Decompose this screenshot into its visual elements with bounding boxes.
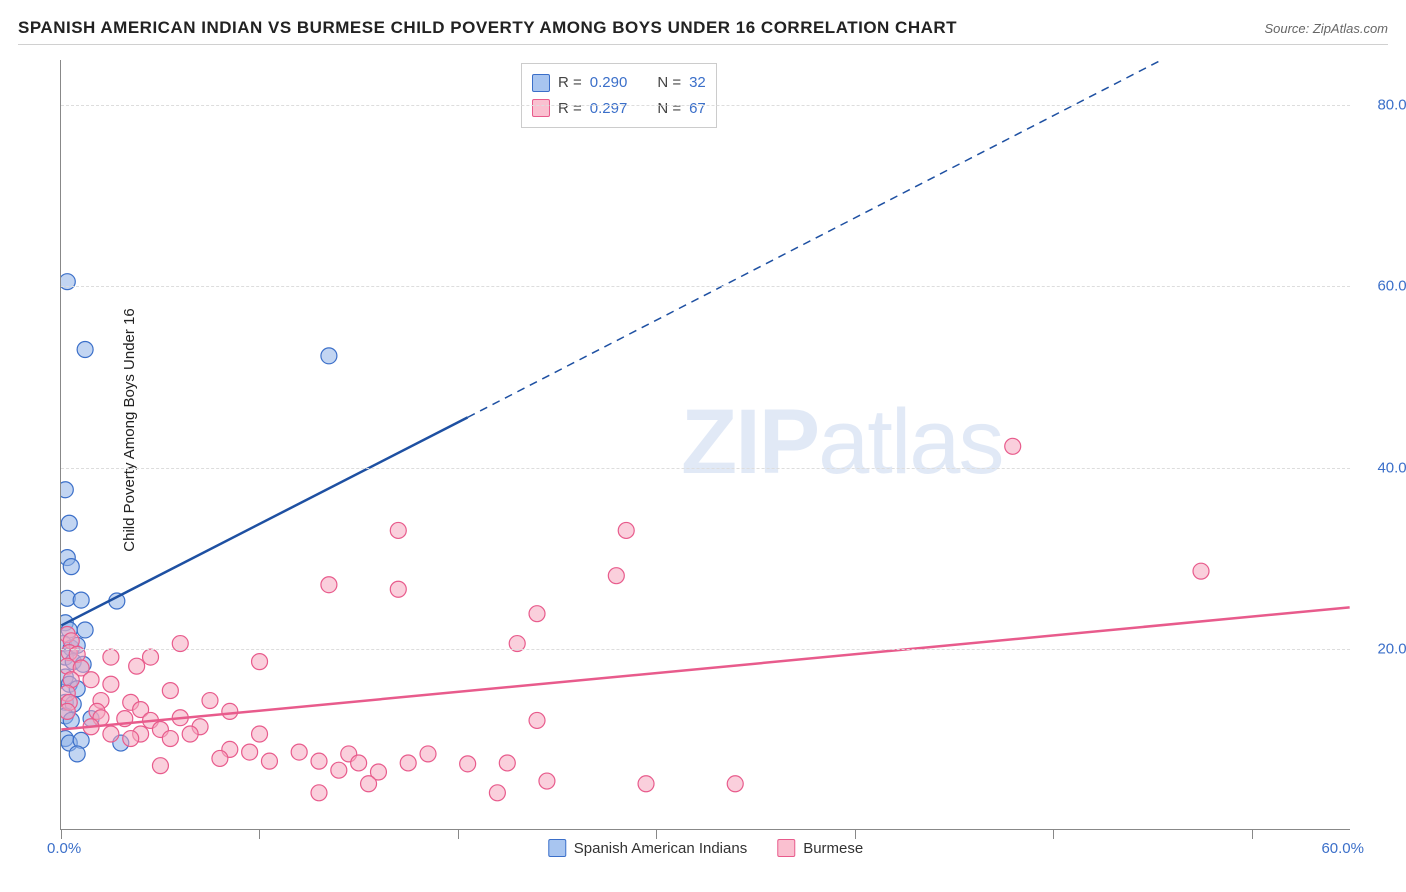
chart-title: SPANISH AMERICAN INDIAN VS BURMESE CHILD… [18,18,957,38]
data-point [63,559,79,575]
x-tick [1252,829,1253,839]
data-point [69,746,85,762]
data-point [61,515,77,531]
gridline [61,468,1350,469]
data-point [311,785,327,801]
series-legend-item: Burmese [777,839,863,857]
data-point [252,654,268,670]
data-point [331,762,347,778]
data-point [242,744,258,760]
data-point [143,649,159,665]
source-attribution: Source: ZipAtlas.com [1264,21,1388,36]
data-point [222,703,238,719]
data-point [390,581,406,597]
data-point [638,776,654,792]
data-point [618,522,634,538]
x-tick [259,829,260,839]
x-tick [1053,829,1054,839]
data-point [321,348,337,364]
legend-label: Burmese [803,840,863,857]
chart-plot-area: ZIPatlas R = 0.290N = 32R = 0.297N = 67 … [60,60,1350,830]
data-point [291,744,307,760]
x-tick [855,829,856,839]
gridline [61,649,1350,650]
legend-swatch-icon [532,74,550,92]
gridline [61,286,1350,287]
data-point [129,658,145,674]
data-point [77,342,93,358]
x-tick [61,829,62,839]
data-point [202,693,218,709]
series-legend: Spanish American Indians Burmese [548,839,863,857]
x-tick [458,829,459,839]
y-tick-label: 80.0% [1377,97,1406,114]
data-point [152,758,168,774]
gridline [61,105,1350,106]
data-point [499,755,515,771]
data-point [489,785,505,801]
data-point [61,703,75,719]
data-point [162,731,178,747]
data-point [103,649,119,665]
x-tick [656,829,657,839]
data-point [361,776,377,792]
data-point [727,776,743,792]
trend-line [61,417,467,625]
data-point [261,753,277,769]
data-point [460,756,476,772]
correlation-legend: R = 0.290N = 32R = 0.297N = 67 [521,63,717,128]
data-point [252,726,268,742]
x-axis-label-min: 0.0% [47,840,81,857]
data-point [73,592,89,608]
scatter-svg [61,60,1350,829]
data-point [182,726,198,742]
data-point [61,482,73,498]
legend-swatch-icon [548,839,566,857]
data-point [123,731,139,747]
data-point [1005,438,1021,454]
data-point [77,622,93,638]
data-point [390,522,406,538]
data-point [83,672,99,688]
y-tick-label: 20.0% [1377,640,1406,657]
data-point [539,773,555,789]
y-tick-label: 40.0% [1377,459,1406,476]
data-point [400,755,416,771]
data-point [420,746,436,762]
data-point [162,683,178,699]
chart-header: SPANISH AMERICAN INDIAN VS BURMESE CHILD… [18,18,1388,45]
y-tick-label: 60.0% [1377,278,1406,295]
legend-swatch-icon [532,99,550,117]
data-point [1193,563,1209,579]
data-point [608,568,624,584]
series-legend-item: Spanish American Indians [548,839,747,857]
legend-label: Spanish American Indians [574,840,747,857]
data-point [351,755,367,771]
data-point [212,750,228,766]
data-point [311,753,327,769]
x-axis-label-max: 60.0% [1321,840,1364,857]
legend-row: R = 0.297N = 67 [532,96,706,122]
data-point [103,726,119,742]
data-point [321,577,337,593]
legend-row: R = 0.290N = 32 [532,70,706,96]
legend-swatch-icon [777,839,795,857]
data-point [529,606,545,622]
data-point [103,676,119,692]
data-point [529,712,545,728]
